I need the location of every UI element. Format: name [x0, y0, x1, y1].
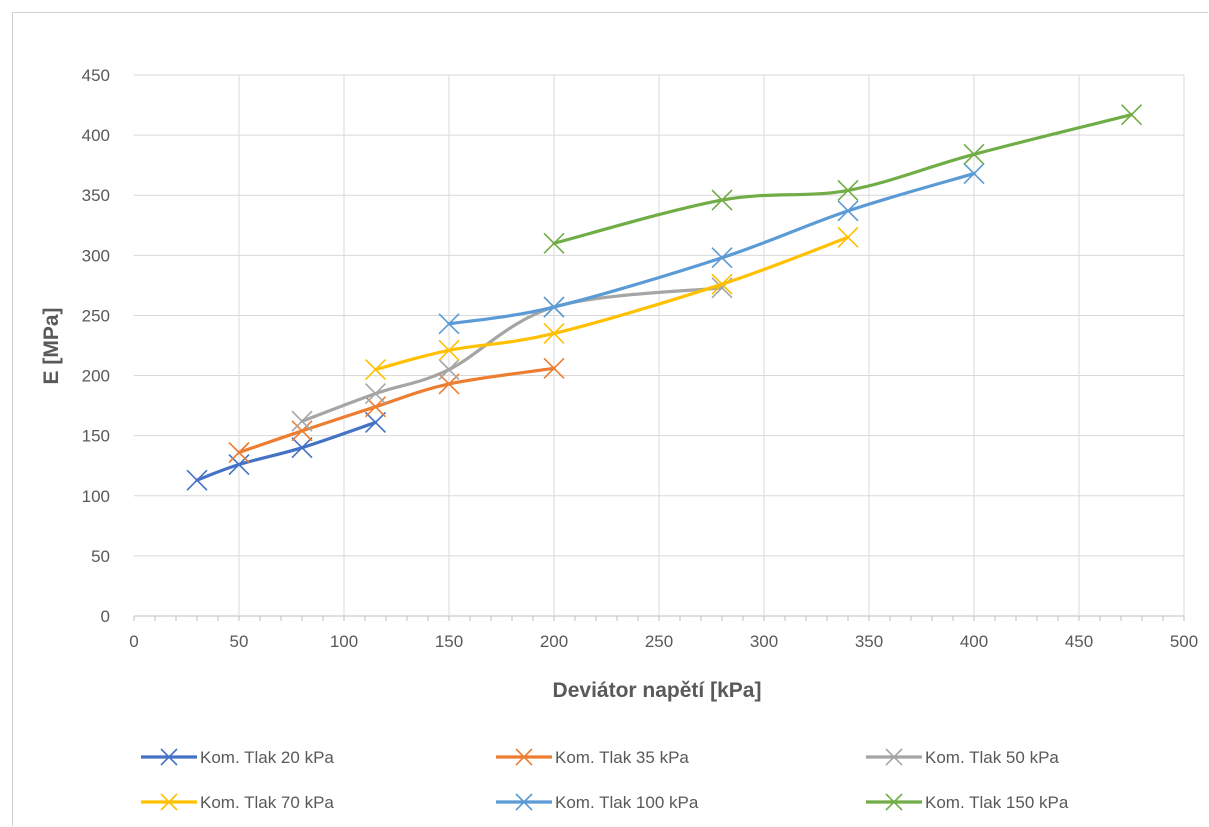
series-line: [237, 366, 556, 455]
y-axis-tick-labels: 0 50 100 150 200 250 300 350 400 450: [82, 66, 110, 626]
data-point-marker: [364, 411, 387, 434]
data-point-marker: [291, 420, 313, 442]
data-point-marker: [963, 163, 985, 185]
y-tick-label: 150: [82, 427, 110, 446]
y-tick-label: 0: [101, 607, 110, 626]
data-point-marker: [543, 357, 565, 379]
data-point-marker: [837, 200, 859, 222]
legend-swatch-marker: [160, 793, 178, 811]
x-tick-label: 50: [230, 632, 249, 651]
data-point-marker: [711, 247, 733, 269]
data-point-marker: [837, 179, 859, 201]
x-tick-label: 150: [435, 632, 463, 651]
legend-label: Kom. Tlak 150 kPa: [925, 793, 1069, 812]
data-point-marker: [364, 383, 387, 405]
legend-swatch-marker: [160, 748, 178, 766]
y-tick-label: 450: [82, 66, 110, 85]
chart-frame: [12, 12, 1208, 826]
series-line: [447, 171, 976, 326]
legend-swatch-marker: [515, 793, 533, 811]
legend-item: Kom. Tlak 20 kPa: [141, 748, 334, 767]
data-point-marker: [438, 339, 460, 361]
data-point-marker: [711, 189, 733, 211]
x-tick-label: 100: [330, 632, 358, 651]
x-tick-label: 300: [750, 632, 778, 651]
series-6: [543, 104, 1143, 254]
data-point-marker: [364, 358, 387, 381]
y-tick-label: 100: [82, 487, 110, 506]
data-point-marker: [291, 410, 313, 432]
data-point-marker: [438, 313, 460, 335]
series-line: [552, 113, 1134, 245]
legend-swatch-marker: [885, 748, 903, 766]
data-point-marker: [1120, 104, 1143, 126]
legend-label: Kom. Tlak 35 kPa: [555, 748, 689, 767]
x-tick-label: 350: [855, 632, 883, 651]
data-point-marker: [543, 322, 565, 345]
x-tick-label: 400: [960, 632, 988, 651]
x-axis-ticks: 0 50 100 150 200 250 300 350 400 450 500: [129, 616, 1198, 651]
data-point-marker: [543, 296, 565, 318]
data-point-marker: [543, 232, 565, 254]
data-point-marker: [438, 358, 460, 381]
x-tick-label: 200: [540, 632, 568, 651]
x-tick-label: 0: [129, 632, 138, 651]
legend: Kom. Tlak 20 kPa Kom. Tlak 35 kPa Kom. Tla…: [141, 748, 1069, 812]
gridlines: [134, 74, 1185, 617]
legend-label: Kom. Tlak 20 kPa: [200, 748, 334, 767]
series-4: [364, 226, 859, 381]
data-point-marker: [963, 143, 985, 165]
y-tick-label: 300: [82, 246, 110, 265]
series-2: [228, 357, 565, 464]
legend-item: Kom. Tlak 70 kPa: [141, 793, 334, 812]
legend-item: Kom. Tlak 35 kPa: [496, 748, 689, 767]
data-point-marker: [228, 441, 250, 464]
y-tick-label: 200: [82, 367, 110, 386]
series-1: [186, 411, 387, 491]
y-axis-title: E [MPa]: [40, 307, 63, 384]
x-tick-label: 500: [1170, 632, 1198, 651]
x-axis-title: Deviátor napětí [kPa]: [553, 679, 762, 702]
x-tick-label: 450: [1065, 632, 1093, 651]
legend-item: Kom. Tlak 50 kPa: [866, 748, 1059, 767]
y-tick-label: 350: [82, 186, 110, 205]
legend-label: Kom. Tlak 100 kPa: [555, 793, 699, 812]
data-point-marker: [228, 453, 250, 476]
legend-label: Kom. Tlak 50 kPa: [925, 748, 1059, 767]
x-tick-label: 250: [645, 632, 673, 651]
series-line: [195, 420, 378, 482]
data-point-marker: [291, 437, 313, 459]
y-tick-label: 250: [82, 306, 110, 325]
legend-label: Kom. Tlak 70 kPa: [200, 793, 334, 812]
legend-item: Kom. Tlak 100 kPa: [496, 793, 699, 812]
data-point-marker: [711, 273, 733, 295]
data-point-marker: [186, 469, 208, 491]
series-5: [438, 163, 985, 335]
legend-swatch-marker: [885, 793, 903, 811]
series-line: [373, 235, 850, 372]
y-tick-label: 400: [82, 126, 110, 145]
legend-swatch-marker: [515, 748, 533, 766]
series-line: [300, 286, 724, 423]
data-point-marker: [837, 226, 859, 248]
legend-item: Kom. Tlak 150 kPa: [866, 793, 1069, 812]
y-tick-label: 50: [91, 547, 110, 566]
series-layer: [186, 104, 1143, 491]
